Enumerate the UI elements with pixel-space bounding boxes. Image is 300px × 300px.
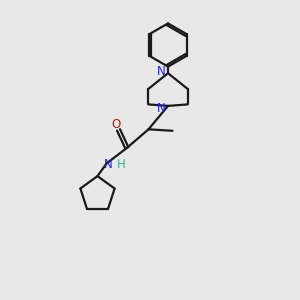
Text: N: N: [104, 158, 113, 172]
Text: H: H: [117, 158, 126, 172]
Text: N: N: [157, 102, 166, 115]
Text: O: O: [112, 118, 121, 131]
Text: N: N: [157, 65, 166, 78]
